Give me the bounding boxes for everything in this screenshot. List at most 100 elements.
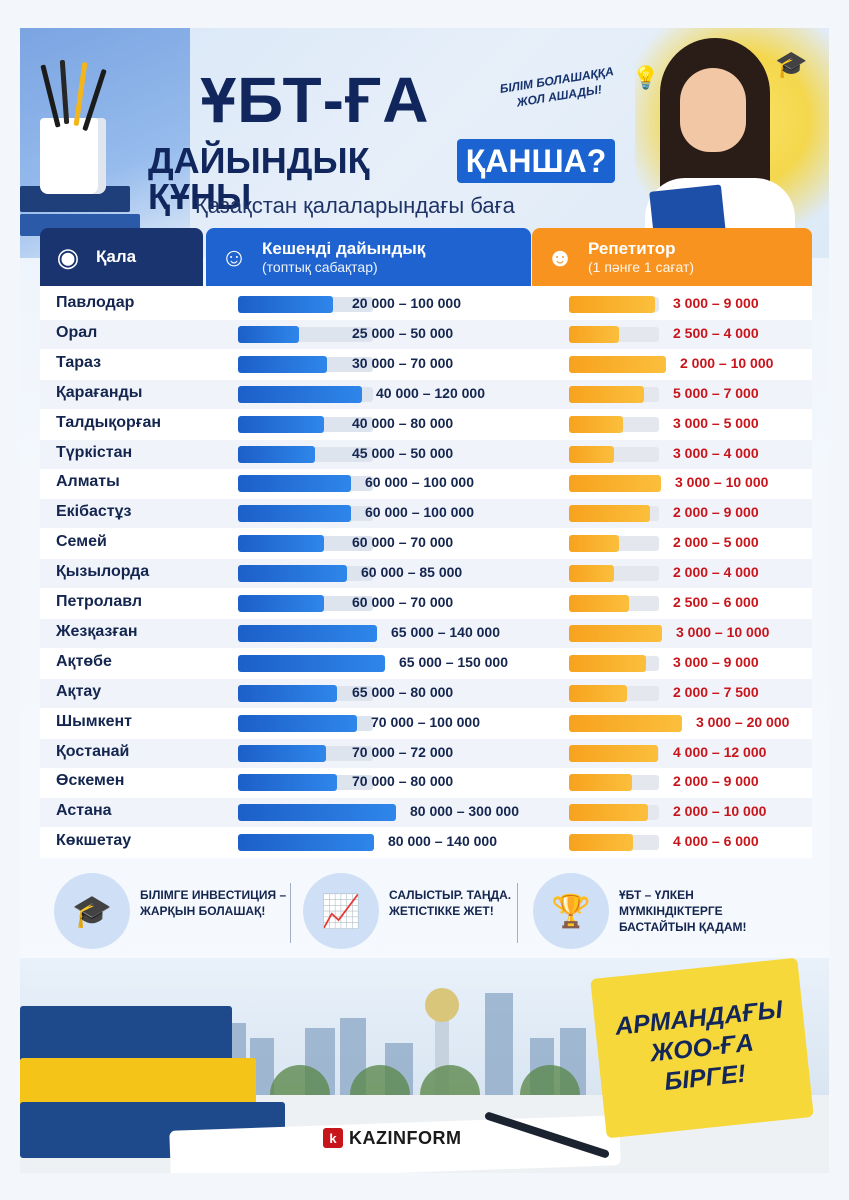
tutor-price-bar xyxy=(569,385,644,403)
table-row: Жезқазған 65 000 – 140 000 3 000 – 10 000 xyxy=(40,618,812,648)
table-row: Тараз 30 000 – 70 000 2 000 – 10 000 xyxy=(40,350,812,379)
group-price-value: 65 000 – 150 000 xyxy=(399,653,508,670)
table-row: Қызылорда 60 000 – 85 000 2 000 – 4 000 xyxy=(40,559,812,589)
tutor-price-bar xyxy=(569,505,650,523)
tutor-price-bar xyxy=(569,595,629,612)
page-title: ҰБТ-ҒА xyxy=(200,64,430,136)
row-city: Қостанай xyxy=(56,742,130,760)
table-row: Семей 60 000 – 70 000 2 000 – 5 000 xyxy=(40,529,812,558)
table-row: Петролавл 60 000 – 70 000 2 500 – 6 000 xyxy=(40,589,812,618)
page-subtitle: Қазақстан қалаларындағы баға xyxy=(195,193,515,218)
tutor-price-bar xyxy=(569,475,661,493)
infographic: ҰБТ-ҒА ДАЙЫНДЫҚ ҚҰНЫ ҚАНША? Қазақстан қа… xyxy=(20,28,829,1173)
column-header-group-label: Кешенді дайындық xyxy=(262,239,426,259)
group-price-value: 40 000 – 120 000 xyxy=(376,384,485,401)
tutor-price-value: 3 000 – 9 000 xyxy=(673,653,759,670)
tutor-price-bar xyxy=(569,445,614,463)
group-price-bar xyxy=(238,325,299,343)
table-row: Өскемен 70 000 – 80 000 2 000 – 9 000 xyxy=(40,768,812,797)
row-city: Қызылорда xyxy=(56,563,150,581)
table-row: Алматы 60 000 – 100 000 3 000 – 10 000 xyxy=(40,469,812,498)
group-price-bar xyxy=(238,595,324,612)
title-highlight: ҚАНША? xyxy=(457,139,615,183)
group-price-bar xyxy=(238,774,337,792)
group-price-bar xyxy=(238,565,347,583)
group-price-bar xyxy=(238,475,351,493)
tutor-price-value: 4 000 – 6 000 xyxy=(673,833,759,850)
group-price-value: 25 000 – 50 000 xyxy=(352,324,454,341)
tutor-price-bar xyxy=(569,654,646,672)
divider xyxy=(290,883,291,943)
row-city: Семей xyxy=(56,533,107,551)
group-price-value: 70 000 – 100 000 xyxy=(371,713,480,730)
tutor-price-value: 2 000 – 9 000 xyxy=(673,504,759,521)
column-header-tutor-label: Репетитор xyxy=(588,239,676,259)
column-header-tutor-sublabel: (1 пәнге 1 сағат) xyxy=(588,258,695,275)
group-price-value: 80 000 – 300 000 xyxy=(410,803,519,820)
tutor-price-value: 2 500 – 6 000 xyxy=(673,594,759,610)
brand-mark: k xyxy=(323,1128,343,1148)
row-city: Жезқазған xyxy=(56,622,138,640)
row-city: Орал xyxy=(56,323,98,341)
student-face xyxy=(680,68,746,152)
row-city: Өскемен xyxy=(56,772,125,790)
group-price-value: 20 000 – 100 000 xyxy=(352,295,461,311)
tutor-price-value: 4 000 – 12 000 xyxy=(673,743,767,760)
group-price-value: 70 000 – 72 000 xyxy=(352,743,454,760)
tutor-price-bar xyxy=(569,296,655,313)
row-city: Талдықорған xyxy=(56,413,162,431)
graduation-cap-icon: 🎓 xyxy=(54,873,130,949)
column-header-group: ☺ Кешенді дайындық (топтық сабақтар) xyxy=(206,228,531,286)
group-price-bar xyxy=(238,296,333,313)
table-row: Шымкент 70 000 – 100 000 3 000 – 20 000 xyxy=(40,709,812,738)
row-city: Қарағанды xyxy=(56,383,143,401)
group-price-bar xyxy=(238,535,324,553)
table-row: Астана 80 000 – 300 000 2 000 – 10 000 xyxy=(40,798,812,828)
lightbulb-icon: 💡 xyxy=(632,66,660,91)
group-price-bar xyxy=(238,505,351,523)
table-row: Павлодар 20 000 – 100 000 3 000 – 9 000 xyxy=(40,290,812,319)
tutor-price-bar xyxy=(569,804,648,822)
table-row: Қостанай 70 000 – 72 000 4 000 – 12 000 xyxy=(40,738,812,768)
tutor-price-value: 3 000 – 5 000 xyxy=(673,414,759,431)
tutor-price-value: 2 000 – 10 000 xyxy=(680,354,774,371)
tutor-price-bar xyxy=(569,624,662,642)
table-row: Түркістан 45 000 – 50 000 3 000 – 4 000 xyxy=(40,439,812,469)
tutor-price-value: 2 500 – 4 000 xyxy=(673,324,759,341)
row-city: Алматы xyxy=(56,473,120,491)
location-pin-icon: ◉ xyxy=(56,241,80,272)
table-row: Ақтөбе 65 000 – 150 000 3 000 – 9 000 xyxy=(40,649,812,678)
tutor-price-bar xyxy=(569,684,627,702)
row-city: Екібастұз xyxy=(56,503,132,521)
group-price-value: 60 000 – 100 000 xyxy=(365,474,474,491)
trophy-icon: 🏆 xyxy=(533,873,609,949)
table-row: Ақтау 65 000 – 80 000 2 000 – 7 500 xyxy=(40,678,812,708)
column-header-group-sublabel: (топтық сабақтар) xyxy=(262,258,378,275)
row-city: Петролавл xyxy=(56,593,143,610)
graduation-cap-icon: 🎓 xyxy=(775,50,808,80)
table-row: Көкшетау 80 000 – 140 000 4 000 – 6 000 xyxy=(40,828,812,857)
book xyxy=(20,1058,256,1108)
price-table: Павлодар 20 000 – 100 000 3 000 – 9 000 Ора… xyxy=(40,286,812,858)
tutor-price-value: 3 000 – 9 000 xyxy=(673,295,759,311)
table-row: Орал 25 000 – 50 000 2 500 – 4 000 xyxy=(40,319,812,349)
row-city: Шымкент xyxy=(56,712,132,730)
group-price-value: 40 000 – 80 000 xyxy=(352,414,454,431)
table-row: Екібастұз 60 000 – 100 000 2 000 – 9 000 xyxy=(40,499,812,529)
tutor-price-value: 2 000 – 7 500 xyxy=(673,683,759,700)
group-price-bar xyxy=(238,385,362,403)
baiterek-tower-sphere xyxy=(425,988,459,1022)
group-price-value: 60 000 – 100 000 xyxy=(365,504,474,521)
tutor-price-value: 5 000 – 7 000 xyxy=(673,384,759,401)
tutor-price-value: 3 000 – 10 000 xyxy=(676,623,770,640)
growth-chart-icon: 📈 xyxy=(303,873,379,949)
column-header-city-label: Қала xyxy=(96,247,137,267)
tutor-price-bar xyxy=(569,355,666,373)
group-price-bar xyxy=(238,684,337,702)
group-price-bar xyxy=(238,654,385,672)
group-price-bar xyxy=(238,415,324,433)
tutor-price-value: 2 000 – 5 000 xyxy=(673,534,759,551)
group-people-icon: ☺ xyxy=(220,241,248,272)
tutor-price-bar xyxy=(569,774,632,792)
group-price-bar xyxy=(238,714,357,732)
